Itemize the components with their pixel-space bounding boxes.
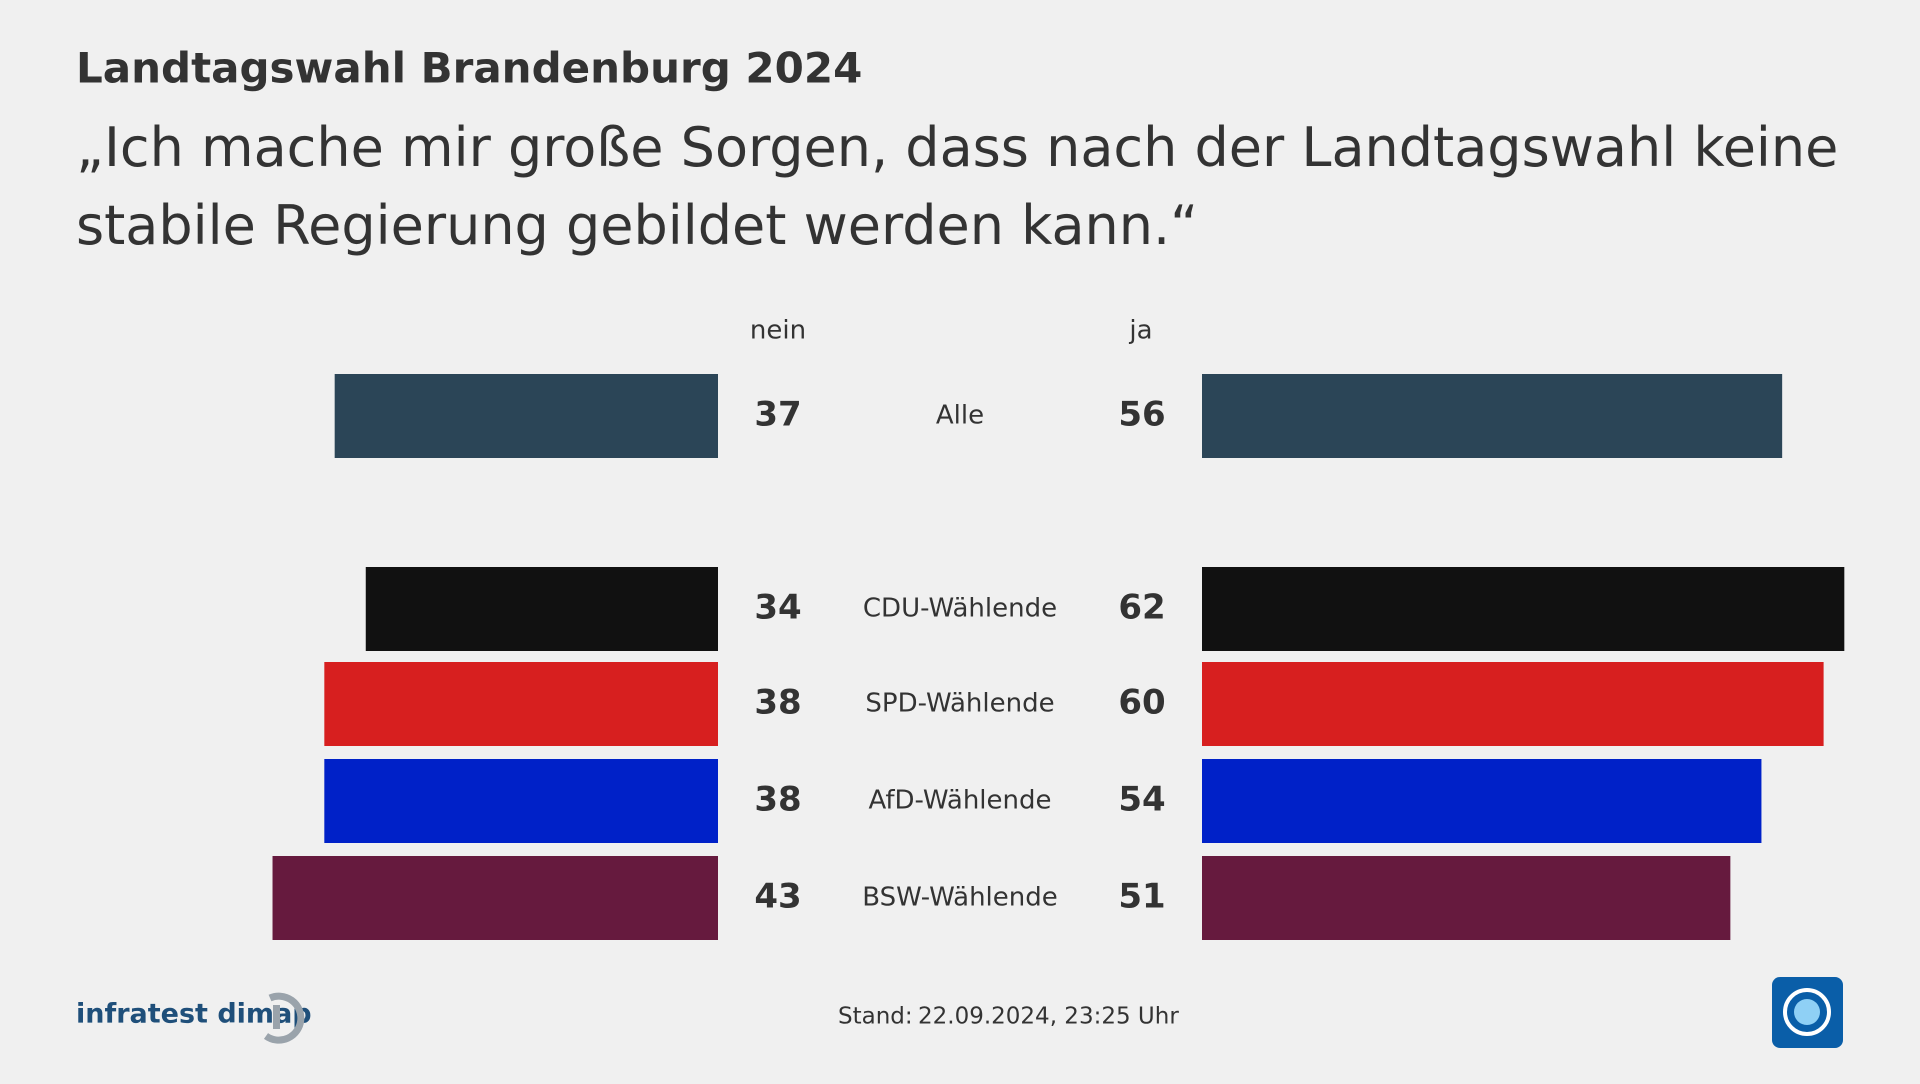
value-label: 37 [754, 395, 801, 435]
broadcaster-logo [1772, 977, 1843, 1048]
bar [1202, 856, 1731, 940]
value-label: 43 [754, 877, 801, 917]
category-label: AfD-Wählende [868, 786, 1051, 816]
bar [1202, 662, 1824, 746]
chart-title: Landtagswahl Brandenburg 2024 [76, 44, 862, 93]
value-label: 51 [1118, 877, 1165, 917]
value-label: 62 [1118, 588, 1165, 628]
source-icon [263, 992, 305, 1044]
column-header: nein [750, 316, 806, 346]
bar [1202, 374, 1783, 458]
bar [324, 662, 718, 746]
source-logo: infratest dimap [76, 999, 312, 1030]
bar [1202, 759, 1762, 843]
bar [334, 374, 718, 458]
category-label: Alle [936, 401, 984, 431]
bar [272, 856, 718, 940]
value-label: 38 [754, 683, 801, 723]
value-label: 38 [754, 780, 801, 820]
category-label: BSW-Wählende [862, 883, 1058, 913]
value-label: 54 [1118, 780, 1165, 820]
bar [1202, 567, 1845, 651]
value-label: 60 [1118, 683, 1165, 723]
stand-date: 22.09.2024, 23:25 Uhr [918, 1004, 1179, 1030]
stand-label: Stand: [838, 1004, 913, 1030]
value-label: 34 [754, 588, 801, 628]
category-label: SPD-Wählende [865, 689, 1054, 719]
category-label: CDU-Wählende [863, 594, 1057, 624]
bar [365, 567, 718, 651]
chart-subtitle: „Ich mache mir große Sorgen, dass nach d… [76, 116, 1838, 257]
bar [324, 759, 718, 843]
column-header: ja [1128, 316, 1152, 346]
value-label: 56 [1118, 395, 1165, 435]
